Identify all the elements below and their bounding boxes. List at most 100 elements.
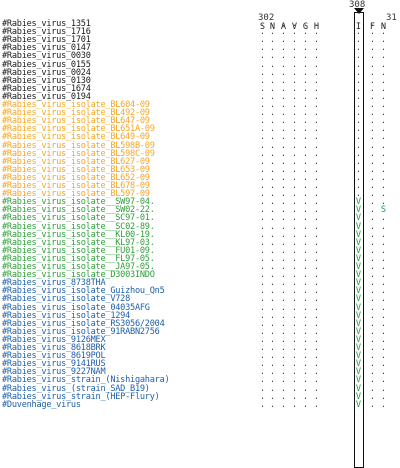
sequence-row[interactable]: #Rabies_virus_1674......... xyxy=(0,83,400,94)
sequence-name[interactable]: #Rabies_virus_isolate_BL627-09 xyxy=(2,156,150,167)
sequence-name[interactable]: #Rabies_virus_isolate_BL647-09 xyxy=(2,116,150,127)
sequence-name[interactable]: #Rabies_virus_isolate_RS3056/2004 xyxy=(2,318,165,329)
sequence-row[interactable]: #Rabies_virus_isolate_Guizhou_Qn5...... V… xyxy=(0,287,400,296)
sequence-row[interactable]: #Rabies_virus_(strain_SAD_B19)...... V.. xyxy=(0,383,400,394)
sequence-name[interactable]: #Rabies_virus_isolate_BL597-09 xyxy=(2,189,150,200)
sequence-name[interactable]: #Rabies_virus_isolate__SC02-89. xyxy=(2,221,155,232)
sequence-name[interactable]: #Rabies_virus_9227NAM xyxy=(2,367,106,378)
sequence-name[interactable]: #Rabies_virus_(strain_SAD_B19) xyxy=(2,383,150,394)
sequence-name[interactable]: #Rabies_virus_isolate_BL678-09 xyxy=(2,181,150,191)
sequence-name[interactable]: #Rabies_virus_isolate__SW97-04. xyxy=(2,197,155,208)
sequence-row[interactable]: #Rabies_virus_isolate__FL97-05....... V.. xyxy=(0,253,400,264)
highlighted-column[interactable] xyxy=(354,12,364,468)
sequence-name[interactable]: #Rabies_virus_0024 xyxy=(2,67,91,78)
sequence-row[interactable]: #Rabies_virus_0155......... xyxy=(0,59,400,70)
sequence-row[interactable]: #Rabies_virus_isolate_BL649-09......... xyxy=(0,133,400,142)
sequence-row[interactable]: #Rabies_virus_isolate_1294...... V.. xyxy=(0,310,400,321)
sequence-row[interactable]: #Rabies_virus_isolate_BL647-09......... xyxy=(0,117,400,126)
sequence-row[interactable]: #Rabies_virus_1351......... xyxy=(0,20,400,29)
sequence-row[interactable]: #Rabies_virus_isolate_BL598B-09......... xyxy=(0,140,400,151)
sequence-row[interactable]: #Rabies_virus_isolate_BL678-09......... xyxy=(0,182,400,191)
sequence-name[interactable]: #Rabies_virus_isolate__FL97-05. xyxy=(2,253,155,264)
sequence-row[interactable]: #Rabies_virus_isolate_BL598C-09......... xyxy=(0,148,400,159)
residue-cell: . xyxy=(291,108,298,119)
sequence-row[interactable]: #Rabies_virus_0147......... xyxy=(0,44,400,53)
sequence-name[interactable]: #Rabies_virus_isolate_BL653-09 xyxy=(2,164,150,175)
sequence-row[interactable]: #Rabies_virus_8619POL...... V.. xyxy=(0,352,400,361)
sequence-row[interactable]: #Rabies_virus_isolate_BL651A-09......... xyxy=(0,125,400,134)
sequence-row[interactable]: #Rabies_virus_isolate_BL652-09......... xyxy=(0,172,400,183)
sequence-name[interactable]: #Rabies_virus_isolate__FU01-09. xyxy=(2,245,155,256)
sequence-row[interactable]: #Rabies_virus_1701......... xyxy=(0,36,400,45)
sequence-name[interactable]: #Rabies_virus_8738THA xyxy=(2,278,106,289)
sequence-name[interactable]: #Rabies_virus_isolate_BL598C-09 xyxy=(2,148,155,159)
sequence-name[interactable]: #Rabies_virus_0030 xyxy=(2,51,91,62)
sequence-name[interactable]: #Rabies_virus_0147 xyxy=(2,43,91,54)
sequence-row[interactable]: #Rabies_virus_9227NAM...... V.. xyxy=(0,368,400,377)
sequence-name[interactable]: #Rabies_virus_isolate_1294 xyxy=(2,310,131,321)
sequence-name[interactable]: #Rabies_virus_1716 xyxy=(2,27,91,38)
sequence-name[interactable]: #Rabies_virus_8618BRK xyxy=(2,343,106,353)
sequence-row[interactable]: #Rabies_virus_isolate_BL597-09......... xyxy=(0,190,400,199)
sequence-row[interactable]: #Rabies_virus_isolate__JA97-05....... V.. xyxy=(0,263,400,272)
sequence-row[interactable]: #Rabies_virus_isolate_BL492-09......... xyxy=(0,109,400,118)
sequence-row[interactable]: #Rabies_virus_9141RUS...... V.. xyxy=(0,360,400,369)
sequence-name[interactable]: #Rabies_virus_strain_(Nishigahara) xyxy=(2,375,170,386)
sequence-name[interactable]: #Rabies_virus_1351 xyxy=(2,19,91,29)
sequence-row[interactable]: #Rabies_virus_isolate__SC97-01....... V.. xyxy=(0,214,400,223)
sequence-row[interactable]: #Duvenhage_virus...... V.. xyxy=(0,399,400,410)
sequence-name[interactable]: #Rabies_virus_isolate_D3003INDO xyxy=(2,270,155,281)
sequence-row[interactable]: #Rabies_virus_8738THA...... V.. xyxy=(0,279,400,288)
sequence-row[interactable]: #Rabies_virus_isolate__KL97-03....... V.. xyxy=(0,237,400,248)
sequence-name[interactable]: #Rabies_virus_isolate_91RABN2756 xyxy=(2,326,160,337)
sequence-name[interactable]: #Rabies_virus_isolate_BL652-09 xyxy=(2,172,150,183)
sequence-name[interactable]: #Rabies_virus_strain_(HEP-Flury) xyxy=(2,391,160,402)
sequence-name[interactable]: #Rabies_virus_isolate_BL598B-09 xyxy=(2,140,155,151)
sequence-row[interactable]: #Rabies_virus_isolate_04035AFG...... V.. xyxy=(0,302,400,313)
sequence-name[interactable]: #Rabies_virus_isolate_BL604-09 xyxy=(2,100,150,110)
sequence-name[interactable]: #Rabies_virus_isolate__JA97-05. xyxy=(2,262,155,272)
sequence-row[interactable]: #Rabies_virus_isolate_91RABN2756...... V.… xyxy=(0,326,400,337)
sequence-row[interactable]: #Rabies_virus_isolate_RS3056/2004...... V… xyxy=(0,318,400,329)
sequence-name[interactable]: #Rabies_virus_isolate_BL651A-09 xyxy=(2,124,155,135)
residue-cell: . xyxy=(269,172,276,183)
sequence-row[interactable]: #Rabies_virus_8618BRK...... V.. xyxy=(0,344,400,353)
sequence-name[interactable]: #Rabies_virus_isolate_V728 xyxy=(2,294,131,305)
sequence-name[interactable]: #Rabies_virus_9141RUS xyxy=(2,359,106,370)
sequence-name[interactable]: #Rabies_virus_0194 xyxy=(2,91,91,102)
residue-cell: . xyxy=(280,278,287,289)
sequence-name[interactable]: #Rabies_virus_isolate_04035AFG xyxy=(2,302,150,313)
sequence-row[interactable]: #Rabies_virus_isolate__SC02-89....... V.. xyxy=(0,221,400,232)
sequence-name[interactable]: #Rabies_virus_isolate__SC97-01. xyxy=(2,213,155,224)
sequence-row[interactable]: #Rabies_virus_isolate_D3003INDO...... V.. xyxy=(0,271,400,280)
sequence-row[interactable]: #Rabies_virus_strain_(Nishigahara)......… xyxy=(0,376,400,385)
sequence-row[interactable]: #Rabies_virus_strain_(HEP-Flury)...... V.… xyxy=(0,391,400,402)
sequence-row[interactable]: #Rabies_virus_0030......... xyxy=(0,52,400,61)
sequence-row[interactable]: #Rabies_virus_0194......... xyxy=(0,91,400,102)
sequence-row[interactable]: #Rabies_virus_isolate__FU01-09....... V.. xyxy=(0,245,400,256)
sequence-name[interactable]: #Rabies_virus_isolate_Guizhou_Qn5 xyxy=(2,286,165,297)
sequence-row[interactable]: #Rabies_virus_1716......... xyxy=(0,28,400,37)
sequence-row[interactable]: #Rabies_virus_0024......... xyxy=(0,67,400,78)
sequence-name[interactable]: #Rabies_virus_8619POL xyxy=(2,351,106,362)
sequence-name[interactable]: #Rabies_virus_0155 xyxy=(2,59,91,70)
sequence-row[interactable]: #Rabies_virus_isolate_BL653-09......... xyxy=(0,164,400,175)
sequence-row[interactable]: #Rabies_virus_isolate__KL00-19....... V.. xyxy=(0,229,400,240)
sequence-row[interactable]: #Rabies_virus_isolate_BL627-09......... xyxy=(0,156,400,167)
sequence-name[interactable]: #Rabies_virus_isolate_BL492-09 xyxy=(2,108,150,119)
sequence-row[interactable]: #Rabies_virus_9126MEX...... V.. xyxy=(0,334,400,345)
sequence-name[interactable]: #Rabies_virus_isolate__KL00-19. xyxy=(2,229,155,240)
sequence-name[interactable]: #Rabies_virus_0130 xyxy=(2,75,91,86)
sequence-row[interactable]: #Rabies_virus_0130......... xyxy=(0,75,400,86)
sequence-row[interactable]: #Rabies_virus_isolate__SW97-04....... V.. xyxy=(0,198,400,207)
sequence-row[interactable]: #Rabies_virus_isolate_BL604-09......... xyxy=(0,101,400,110)
sequence-name[interactable]: #Rabies_virus_1701 xyxy=(2,35,91,46)
sequence-row[interactable]: #Rabies_virus_isolate__SW02-22....... V. S xyxy=(0,206,400,215)
sequence-name[interactable]: #Rabies_virus_isolate__SW02-22. xyxy=(2,205,155,216)
sequence-name[interactable]: #Rabies_virus_isolate_BL649-09 xyxy=(2,132,150,143)
sequence-row[interactable]: #Rabies_virus_isolate_V728...... V.. xyxy=(0,295,400,304)
sequence-name[interactable]: #Rabies_virus_9126MEX xyxy=(2,334,106,345)
sequence-name[interactable]: #Duvenhage_virus xyxy=(2,399,81,410)
sequence-name[interactable]: #Rabies_virus_1674 xyxy=(2,83,91,94)
sequence-name[interactable]: #Rabies_virus_isolate__KL97-03. xyxy=(2,237,155,248)
